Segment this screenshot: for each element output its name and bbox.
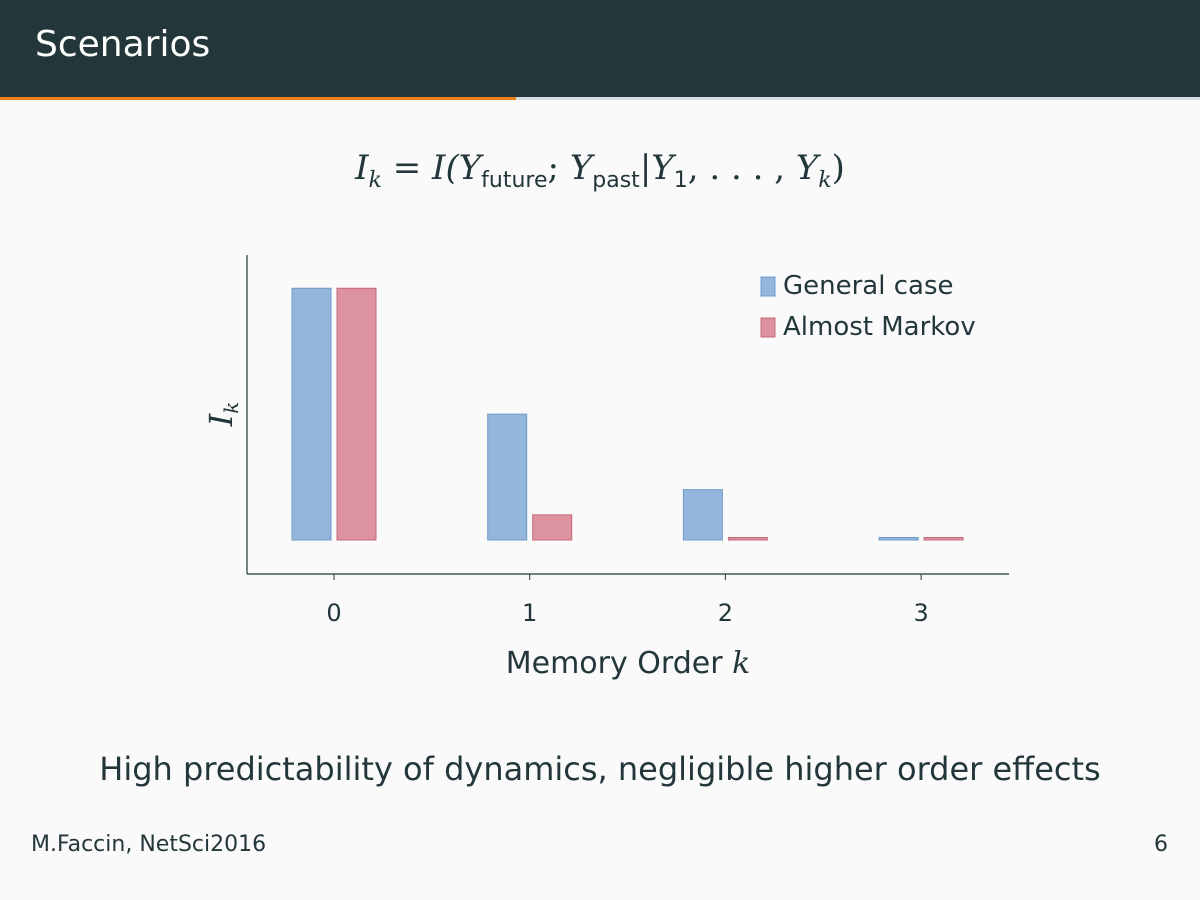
formula-future-sub: future <box>481 167 548 193</box>
y-axis-label-sub: k <box>219 402 243 414</box>
y-axis-label: Ik <box>202 402 243 428</box>
bar-general-case-2 <box>682 489 723 541</box>
slide-progress-bar <box>0 97 516 100</box>
bar-almost-markov-0 <box>336 287 377 541</box>
formula-rhs: I( <box>432 148 459 188</box>
formula-1-sub: 1 <box>673 167 688 193</box>
x-tick-label-0: 0 <box>326 599 341 627</box>
x-tick-label-3: 3 <box>913 599 928 627</box>
bar-almost-markov-1 <box>532 514 573 541</box>
bar-general-case-3 <box>878 536 919 541</box>
slide-title: Scenarios <box>35 24 211 65</box>
x-axis-label: Memory Order k <box>506 646 751 681</box>
bar-almost-markov-3 <box>923 536 964 541</box>
page-number: 6 <box>1154 832 1168 857</box>
progress-track <box>0 97 1200 100</box>
formula-lhs-sub: k <box>368 167 382 193</box>
x-tick-label-2: 2 <box>718 599 733 627</box>
slide-header <box>0 0 1200 97</box>
legend-label-general-case: General case <box>783 271 954 301</box>
formula-past-sub: past <box>592 167 640 193</box>
formula-y-future: Y <box>458 148 482 188</box>
formula-y-past: Y <box>569 148 593 188</box>
formula: Ik = I(Yfuture; Ypast|Y1, . . . , Yk) <box>0 148 1200 193</box>
formula-sep: ; <box>547 148 559 188</box>
formula-y-1: Y <box>651 148 674 188</box>
slide-caption: High predictability of dynamics, negligi… <box>99 750 1101 788</box>
formula-equals: = <box>392 148 422 188</box>
formula-lhs: I <box>355 148 369 188</box>
bar-general-case-1 <box>487 413 528 541</box>
formula-y-k: Y <box>795 148 819 188</box>
x-axis-label-var: k <box>732 646 750 681</box>
x-tick-label-1: 1 <box>522 599 537 627</box>
formula-cond: | <box>639 148 652 188</box>
formula-k-sub: k <box>818 167 832 193</box>
bar-general-case-0 <box>291 287 332 541</box>
footer-author: M.Faccin, NetSci2016 <box>31 832 267 857</box>
bar-almost-markov-2 <box>727 536 768 541</box>
legend-swatch-almost-markov <box>760 317 776 338</box>
formula-dots: , . . . , <box>687 148 796 188</box>
legend-label-almost-markov: Almost Markov <box>783 312 976 342</box>
formula-close: ) <box>831 148 845 188</box>
legend-swatch-general-case <box>760 276 776 297</box>
